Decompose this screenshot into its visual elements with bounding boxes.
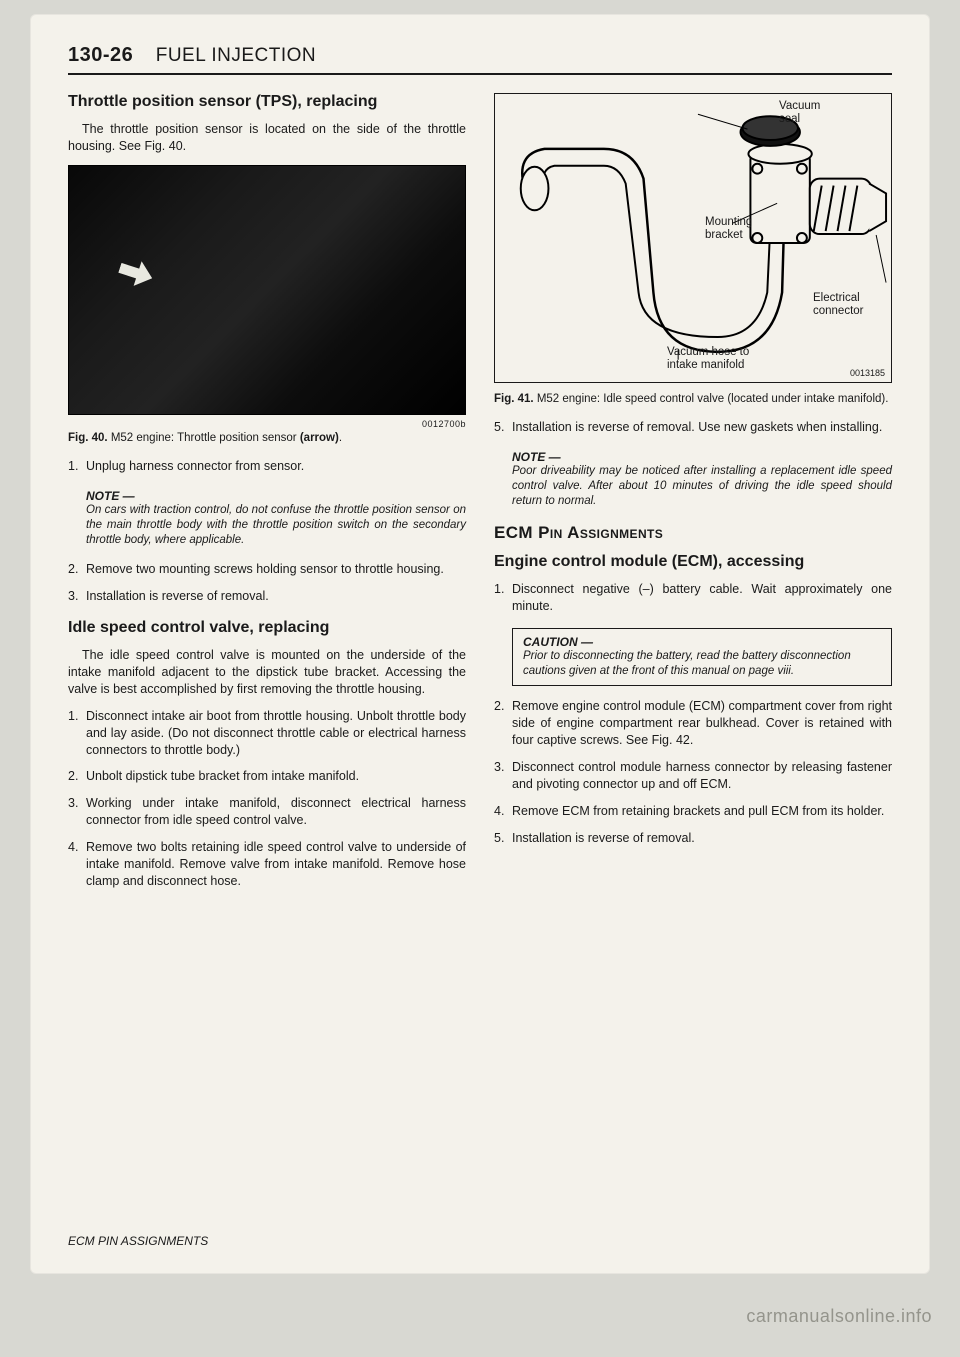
idle-steps: Disconnect intake air boot from throttle… [68, 708, 466, 890]
label-electrical-connector: Electricalconnector [813, 292, 864, 318]
tps-section-title: Throttle position sensor (TPS), replacin… [68, 93, 466, 111]
fig40-arrow: (arrow) [300, 432, 339, 444]
ecm-step-3: Disconnect control module harness connec… [494, 759, 892, 793]
fig40-caption: Fig. 40. M52 engine: Throttle position s… [68, 432, 466, 444]
idle-step-5: Installation is reverse of removal. Use … [494, 419, 892, 436]
idle-step-3: Working under intake manifold, disconnec… [68, 795, 466, 829]
tps-steps-cont: Remove two mounting screws holding senso… [68, 561, 466, 605]
idle-intro: The idle speed control valve is mounted … [68, 647, 466, 698]
ecm-steps: Disconnect negative (–) battery cable. W… [494, 581, 892, 615]
manual-page: 130-26 FUEL INJECTION Throttle position … [30, 14, 930, 1274]
label-mounting-bracket: Mountingbracket [705, 216, 752, 242]
note2-label: NOTE — [512, 450, 892, 464]
tps-step-2: Remove two mounting screws holding senso… [68, 561, 466, 578]
idle-step-2: Unbolt dipstick tube bracket from intake… [68, 768, 466, 785]
page-number: 130-26 [68, 44, 133, 66]
idle-steps-cont: Installation is reverse of removal. Use … [494, 419, 892, 436]
fig41-diagram: Vacuumseal Mountingbracket Electricalcon… [494, 93, 892, 383]
caution-box: CAUTION — Prior to disconnecting the bat… [512, 628, 892, 686]
chapter-title: FUEL INJECTION [156, 45, 316, 66]
idle-section-title: Idle speed control valve, replacing [68, 619, 466, 637]
right-column: Vacuumseal Mountingbracket Electricalcon… [494, 93, 892, 904]
fig40-dot: . [339, 432, 342, 444]
label-vacuum-hose: Vacuum hose tointake manifold [667, 346, 749, 372]
idle-step-1: Disconnect intake air boot from throttle… [68, 708, 466, 759]
ecm-heading-pre: ECM [494, 523, 538, 542]
fig41-label: Fig. 41. [494, 393, 534, 405]
note-label: NOTE — [86, 489, 466, 503]
ecm-step-4: Remove ECM from retaining brackets and p… [494, 803, 892, 820]
fig40-label: Fig. 40. [68, 432, 108, 444]
ecm-heading: ECM Pin Assignments [494, 523, 892, 543]
arrow-icon [115, 251, 158, 294]
label-vacuum-seal: Vacuumseal [779, 100, 820, 126]
watermark: carmanualsonline.info [746, 1306, 932, 1327]
ecm-heading-sc: Pin Assignments [538, 523, 663, 542]
two-column-layout: Throttle position sensor (TPS), replacin… [68, 93, 892, 904]
tps-steps: Unplug harness connector from sensor. [68, 458, 466, 475]
fig40-photo [68, 165, 466, 415]
tps-step-3: Installation is reverse of removal. [68, 588, 466, 605]
fig40-text: M52 engine: Throttle position sensor [108, 432, 300, 444]
left-column: Throttle position sensor (TPS), replacin… [68, 93, 466, 904]
note-text: On cars with traction control, do not co… [86, 503, 466, 548]
ecm-step-5: Installation is reverse of removal. [494, 830, 892, 847]
idle-step-4: Remove two bolts retaining idle speed co… [68, 839, 466, 890]
ecm-section-title: Engine control module (ECM), accessing [494, 553, 892, 571]
page-footer: ECM PIN ASSIGNMENTS [68, 1234, 208, 1248]
idle-note: NOTE — Poor driveability may be noticed … [512, 450, 892, 509]
fig40-photo-id: 0012700b [68, 419, 466, 429]
page-header: 130-26 FUEL INJECTION [68, 44, 892, 75]
ecm-step-2: Remove engine control module (ECM) compa… [494, 698, 892, 749]
diagram-id: 0013185 [850, 368, 885, 378]
fig41-caption: Fig. 41. M52 engine: Idle speed control … [494, 393, 892, 405]
ecm-step-1: Disconnect negative (–) battery cable. W… [494, 581, 892, 615]
note2-text: Poor driveability may be noticed after i… [512, 464, 892, 509]
caution-text: Prior to disconnecting the battery, read… [523, 649, 881, 679]
fig41-text: M52 engine: Idle speed control valve (lo… [534, 393, 889, 405]
tps-step-1: Unplug harness connector from sensor. [68, 458, 466, 475]
caution-label: CAUTION — [523, 635, 881, 649]
tps-note: NOTE — On cars with traction control, do… [86, 489, 466, 548]
ecm-steps-cont: Remove engine control module (ECM) compa… [494, 698, 892, 846]
tps-intro: The throttle position sensor is located … [68, 121, 466, 155]
valve-diagram-svg [495, 94, 891, 382]
